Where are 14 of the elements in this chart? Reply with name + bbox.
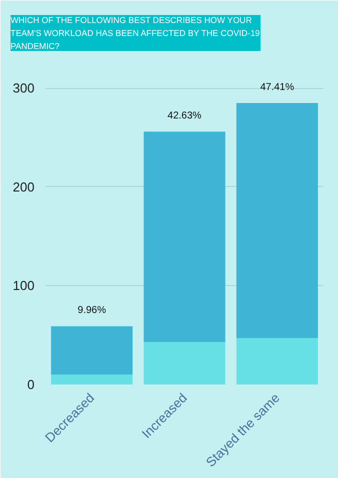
bar [236,338,318,384]
bar [51,326,133,375]
annotation: 9.96% [78,305,106,316]
annotation: 42.63% [168,110,202,122]
y-tick-label: 300 [12,80,35,96]
y-tick-label: 100 [12,278,35,294]
y-tick-label: 200 [12,179,35,194]
bar [51,374,133,384]
bar [236,103,318,338]
annotation: 47.41% [260,82,294,94]
bar [144,342,226,384]
bar [144,132,226,342]
chart-title: WHICH OF THE FOLLOWING BEST DESCRIBES HOW YOUR TEAM'S WORKLOAD HAS BEEN AFFECTED BY THE COVID-19 PANDEMIC? [10,15,260,51]
y-tick-label: 0 [27,377,35,392]
